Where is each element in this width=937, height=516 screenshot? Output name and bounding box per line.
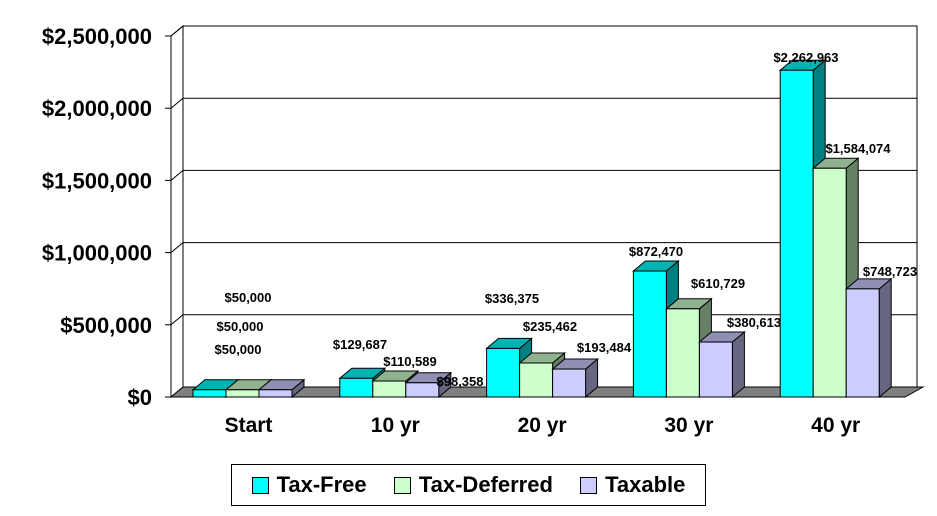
bar-tax-deferred-40-yr bbox=[812, 167, 847, 398]
y-tick-label: $0 bbox=[128, 385, 152, 410]
x-tick-label: Start bbox=[225, 414, 273, 437]
y-tick-label: $1,000,000 bbox=[42, 241, 152, 266]
y-tick-label: $1,500,000 bbox=[42, 168, 152, 193]
legend-swatch-tax-deferred bbox=[393, 476, 411, 494]
bar-side bbox=[878, 277, 892, 399]
data-label: $129,687 bbox=[333, 337, 387, 352]
legend-swatch-tax-free bbox=[251, 476, 269, 494]
data-label: $1,584,074 bbox=[825, 141, 891, 156]
data-label: $610,729 bbox=[691, 276, 745, 291]
legend-label-tax-free: Tax-Free bbox=[276, 472, 367, 497]
x-tick-label: 20 yr bbox=[518, 414, 567, 437]
legend-item-taxable: Taxable bbox=[580, 472, 685, 498]
data-label: $748,723 bbox=[863, 264, 917, 279]
data-label: $872,470 bbox=[629, 244, 683, 259]
x-tick-label: 10 yr bbox=[371, 414, 420, 437]
bar-tax-deferred-start bbox=[225, 389, 260, 398]
data-label: $110,589 bbox=[383, 354, 437, 369]
data-label: $235,462 bbox=[523, 319, 577, 334]
y-tick-label: $500,000 bbox=[60, 313, 152, 338]
data-label: $2,262,963 bbox=[773, 50, 838, 65]
x-tick-label: 40 yr bbox=[811, 414, 860, 437]
bar-tax-free-20-yr bbox=[486, 347, 521, 398]
legend-item-tax-free: Tax-Free bbox=[251, 472, 367, 498]
data-label: $193,484 bbox=[577, 340, 632, 355]
gridline bbox=[170, 242, 917, 253]
bar-taxable-start bbox=[258, 389, 293, 398]
data-label: $50,000 bbox=[217, 319, 264, 334]
gridline bbox=[170, 97, 917, 109]
y-tick-label: $2,500,000 bbox=[42, 24, 152, 49]
legend: Tax-Free Tax-Deferred Taxable bbox=[231, 464, 706, 506]
data-label: $50,000 bbox=[225, 290, 272, 305]
x-tick-label: 30 yr bbox=[664, 414, 713, 437]
gridline bbox=[170, 25, 917, 37]
bar-taxable-40-yr bbox=[845, 288, 880, 398]
legend-swatch-taxable bbox=[580, 476, 598, 494]
bar-tax-deferred-10-yr bbox=[372, 380, 407, 398]
bar-tax-free-30-yr bbox=[632, 270, 667, 398]
bar-tax-free-start bbox=[192, 389, 227, 398]
bar-taxable-30-yr bbox=[698, 341, 733, 398]
legend-label-taxable: Taxable bbox=[605, 472, 686, 497]
bar-tax-free-40-yr bbox=[779, 69, 814, 398]
bar-tax-free-10-yr bbox=[339, 377, 374, 398]
bar-side bbox=[731, 330, 745, 399]
bar-tax-deferred-30-yr bbox=[665, 308, 700, 398]
gridline bbox=[170, 169, 917, 181]
data-label: $98,358 bbox=[437, 374, 484, 389]
bar-taxable-10-yr bbox=[405, 382, 440, 398]
data-label: $50,000 bbox=[215, 342, 262, 357]
y-tick-label: $2,000,000 bbox=[42, 96, 152, 121]
legend-label-tax-deferred: Tax-Deferred bbox=[418, 472, 553, 497]
data-label: $380,613 bbox=[727, 315, 781, 330]
bar-tax-deferred-20-yr bbox=[519, 362, 554, 398]
legend-item-tax-deferred: Tax-Deferred bbox=[393, 472, 553, 498]
data-label: $336,375 bbox=[485, 291, 539, 306]
plot-side-wall bbox=[170, 24, 184, 399]
bar-taxable-20-yr bbox=[552, 368, 587, 398]
